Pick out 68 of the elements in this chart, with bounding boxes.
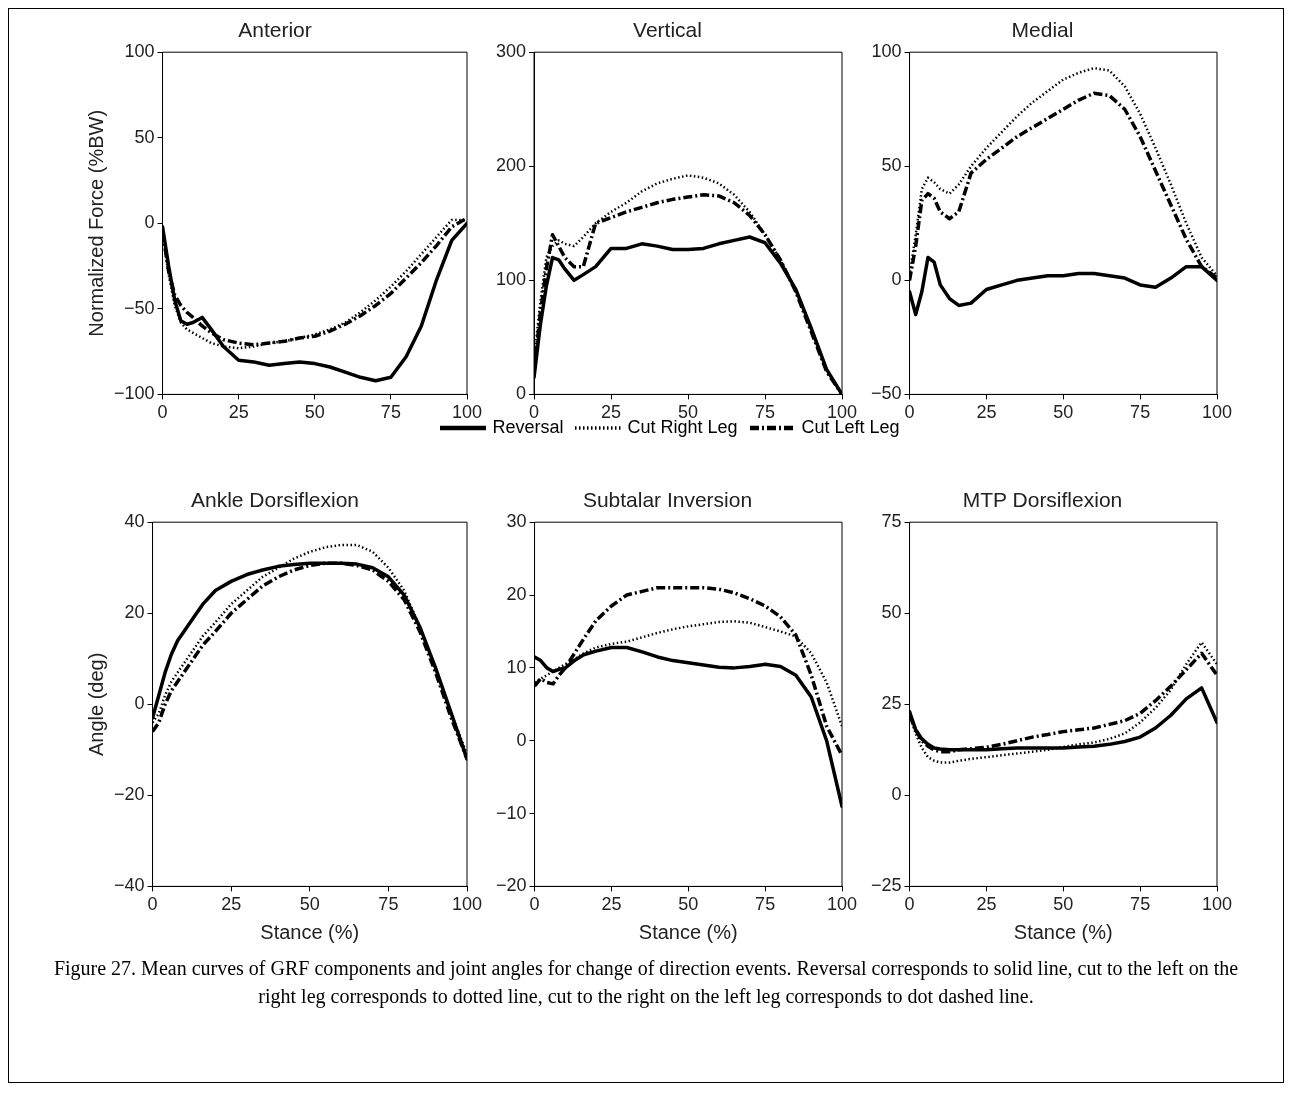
y-tick-label: 300 [495, 41, 527, 62]
y-tick-label: 50 [881, 602, 902, 623]
chart-title: MTP Dorsiflexion [962, 488, 1123, 512]
y-axis-title: Normalized Force (%BW) [84, 109, 107, 337]
x-tick-label: 50 [299, 894, 320, 915]
x-tick-label: 25 [976, 894, 997, 915]
x-tick-label: 100 [1201, 894, 1233, 915]
legend-label: Cut Right Leg [627, 417, 738, 438]
y-tick-label: 0 [134, 693, 145, 714]
x-tick-label: 25 [221, 894, 242, 915]
x-tick-label: 100 [1201, 402, 1233, 423]
x-tick-label: 75 [378, 894, 399, 915]
chart-title: Anterior [238, 18, 312, 42]
y-tick-label: 50 [134, 126, 155, 147]
y-tick-label: −10 [495, 802, 527, 823]
y-tick-label: 0 [891, 269, 902, 290]
y-tick-label: 50 [881, 155, 902, 176]
x-tick-label: 50 [304, 402, 325, 423]
x-tick-label: 50 [1053, 402, 1074, 423]
y-tick-label: 0 [516, 729, 527, 750]
x-tick-label: 75 [380, 402, 401, 423]
x-tick-label: 75 [1130, 894, 1151, 915]
y-tick-label: 20 [124, 602, 145, 623]
x-tick-label: 25 [601, 894, 622, 915]
x-axis-title: Stance (%) [260, 920, 360, 943]
y-tick-label: −50 [870, 383, 902, 404]
x-tick-label: 25 [601, 402, 622, 423]
y-tick-label: 25 [881, 693, 902, 714]
y-tick-label: 100 [871, 41, 902, 62]
y-tick-label: 0 [516, 383, 527, 404]
x-axis-title: Stance (%) [1013, 920, 1113, 943]
x-tick-label: 0 [904, 402, 915, 423]
x-tick-label: 25 [976, 402, 997, 423]
y-tick-label: −20 [113, 784, 145, 805]
chart-title: Medial [1011, 18, 1074, 42]
x-tick-label: 100 [826, 894, 858, 915]
chart-title: Ankle Dorsiflexion [190, 488, 360, 512]
y-tick-label: −25 [870, 875, 902, 896]
x-tick-label: 0 [529, 894, 540, 915]
y-tick-label: −50 [124, 297, 155, 318]
y-tick-label: −100 [114, 383, 155, 404]
x-tick-label: 75 [1130, 402, 1151, 423]
chart-title: Subtalar Inversion [582, 488, 753, 512]
chart-title: Vertical [633, 18, 702, 42]
x-tick-label: 50 [1053, 894, 1074, 915]
y-tick-label: 75 [881, 511, 902, 532]
y-tick-label: 30 [506, 511, 527, 532]
y-tick-label: 0 [891, 784, 902, 805]
y-tick-label: 100 [495, 269, 527, 290]
x-tick-label: 75 [755, 894, 776, 915]
y-tick-label: −40 [113, 875, 145, 896]
y-axis-title: Angle (deg) [84, 652, 107, 756]
y-tick-label: 100 [124, 41, 155, 62]
y-tick-label: 40 [124, 511, 145, 532]
caption: Figure 27. Mean curves of GRF components and joint angles for change of direction events. Reversal corresponds to solid line, cut to the left on the right leg corresponds to dotted line, cut to the right on the left leg corresponds to dot dashed line. [52, 956, 1240, 1010]
y-tick-label: 200 [495, 155, 527, 176]
y-tick-label: 20 [506, 584, 527, 605]
x-tick-label: 0 [904, 894, 915, 915]
x-tick-label: 25 [228, 402, 249, 423]
x-tick-label: 100 [451, 894, 483, 915]
x-axis-title: Stance (%) [638, 920, 738, 943]
y-tick-label: 10 [506, 656, 527, 677]
y-tick-label: −20 [495, 875, 527, 896]
x-tick-label: 100 [451, 402, 483, 423]
y-tick-label: 0 [144, 212, 155, 233]
x-tick-label: 75 [754, 402, 776, 423]
x-tick-label: 0 [157, 402, 168, 423]
x-tick-label: 50 [678, 894, 699, 915]
